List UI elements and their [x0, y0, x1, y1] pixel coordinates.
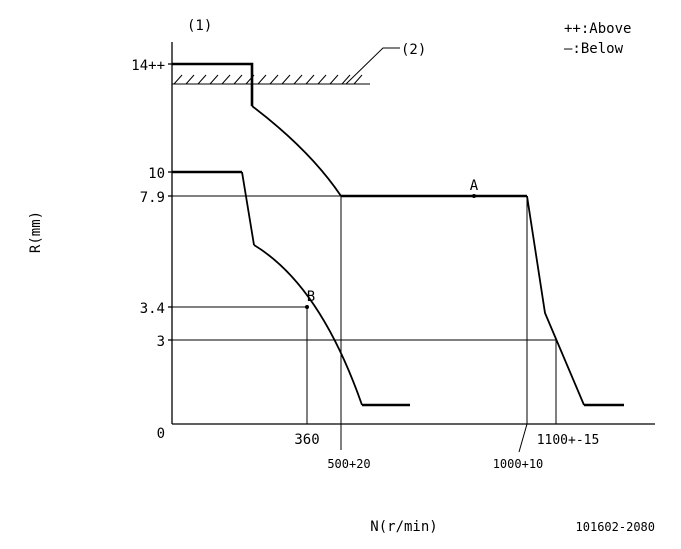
upper-curve-slope: [251, 105, 342, 197]
x-tick-label-500: 500+20: [327, 457, 370, 471]
x-tick-label-1000: 1000+10: [493, 457, 544, 471]
stop-hatch: [172, 74, 370, 85]
point-b-marker: [305, 305, 309, 309]
leader-2: [345, 47, 400, 85]
legend-above: ++:Above: [564, 21, 631, 37]
x-tick-label-360: 360: [294, 432, 319, 448]
y-tick-label-14: 14++: [131, 58, 165, 74]
y-tick-label-7-9: 7.9: [140, 190, 165, 206]
part-number: 101602-2080: [576, 520, 655, 534]
x-axis-title: N(r/min): [370, 519, 437, 535]
y-tick-label-3-4: 3.4: [140, 301, 165, 317]
y-axis-title: R(mm): [28, 211, 44, 253]
y-tick-label-10: 10: [148, 166, 165, 182]
y-tick-label-0: 0: [157, 426, 165, 442]
lower-curve-drop: [241, 171, 255, 246]
point-a-marker: [472, 194, 476, 198]
point-a-label: A: [470, 178, 479, 194]
x-tick-label-1100: 1100+-15: [537, 433, 600, 448]
lower-curve-slope: [253, 244, 363, 406]
y-tick-label-3: 3: [157, 334, 165, 350]
leader-label: (2): [401, 42, 426, 58]
upper-curve-cutoff: [526, 195, 585, 406]
point-b-label: B: [307, 289, 315, 305]
leader-1000: [518, 423, 528, 453]
figure-label: (1): [187, 18, 212, 34]
legend-below: —:Below: [564, 41, 624, 57]
upper-curve-flat: [172, 62, 254, 106]
